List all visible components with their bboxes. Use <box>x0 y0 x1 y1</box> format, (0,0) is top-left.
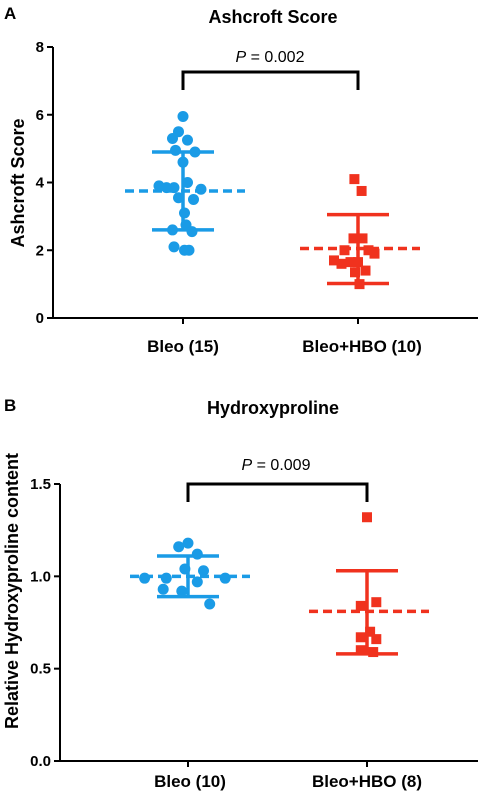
data-point <box>139 572 151 584</box>
data-point <box>182 134 193 146</box>
panel-a-p-text: = 0.002 <box>246 49 304 66</box>
data-point <box>365 626 376 637</box>
panel-b: B Hydroxyproline Relative Hydroxyproline… <box>2 396 478 791</box>
panel-a-x-tick-bleo-hbo: Bleo+HBO (10) <box>302 337 422 356</box>
data-point <box>350 267 360 278</box>
data-point <box>360 265 371 276</box>
panel-a-label: A <box>4 4 16 23</box>
significance-bracket-line <box>181 70 360 90</box>
significance-bracket-line <box>186 482 369 502</box>
data-point <box>168 241 180 253</box>
data-point <box>357 233 368 244</box>
y-tick-label: 4 <box>36 175 45 192</box>
data-point <box>204 598 216 610</box>
data-point <box>371 597 382 608</box>
data-point <box>348 233 359 244</box>
panel-a: A Ashcroft Score Ashcroft Score 0 2 4 6 8 P … <box>4 4 478 356</box>
panel-b-significance-bracket <box>186 482 369 502</box>
data-point <box>369 248 380 259</box>
panel-a-y-ticks: 0 2 4 6 8 <box>36 39 359 327</box>
y-tick-label: 1.5 <box>30 476 51 493</box>
panel-b-y-ticks: 0.0 0.5 1.0 1.5 <box>30 476 368 770</box>
data-point <box>198 565 209 577</box>
y-tick-label: 6 <box>36 107 44 124</box>
panel-a-p-value: P = 0.002 <box>236 49 305 66</box>
data-point <box>362 512 372 523</box>
panel-b-axes <box>59 484 478 762</box>
y-tick-label: 0 <box>36 310 44 327</box>
data-point <box>355 645 366 656</box>
data-point <box>191 548 203 560</box>
panel-b-series <box>130 512 429 658</box>
panel-a-x-tick-bleo: Bleo (15) <box>147 337 219 356</box>
data-point <box>176 585 188 597</box>
y-tick-label: 2 <box>36 242 44 259</box>
data-point <box>177 110 189 122</box>
panel-b-p-value: P = 0.009 <box>242 457 311 474</box>
data-point <box>371 634 382 645</box>
data-point <box>355 600 366 611</box>
panel-b-title: Hydroxyproline <box>207 398 339 418</box>
data-point <box>167 132 178 144</box>
panel-a-series <box>125 110 420 290</box>
panel-b-p-symbol: P <box>242 457 253 474</box>
panel-a-p-symbol: P <box>236 49 247 66</box>
data-point <box>219 572 231 584</box>
data-point <box>345 257 356 268</box>
panel-b-label: B <box>4 396 16 415</box>
panel-b-x-tick-bleo: Bleo (10) <box>154 772 226 791</box>
data-point <box>157 583 169 595</box>
panel-a-y-axis-label: Ashcroft Score <box>8 118 28 247</box>
panel-b-p-text: = 0.009 <box>252 457 310 474</box>
data-point <box>349 174 360 185</box>
series-group <box>125 110 245 256</box>
data-point <box>191 576 203 588</box>
data-point <box>356 185 367 196</box>
data-point <box>336 258 347 269</box>
data-point <box>173 541 185 553</box>
data-point <box>368 647 379 658</box>
panel-a-axes <box>52 47 478 319</box>
data-point <box>355 632 366 643</box>
data-point <box>182 537 194 549</box>
series-group <box>130 537 250 610</box>
data-point <box>179 244 190 256</box>
series-group <box>300 174 420 290</box>
y-tick-label: 0.0 <box>30 753 51 770</box>
panel-b-x-tick-bleo-hbo: Bleo+HBO (8) <box>312 772 422 791</box>
y-tick-label: 8 <box>36 39 44 56</box>
data-point <box>363 245 374 256</box>
panel-a-title: Ashcroft Score <box>208 7 337 27</box>
panel-a-significance-bracket <box>181 70 360 90</box>
panel-b-y-axis-label: Relative Hydroxyproline content <box>2 453 22 729</box>
data-point <box>188 193 199 205</box>
data-point <box>160 572 172 584</box>
data-point <box>329 255 339 266</box>
series-group <box>309 512 429 658</box>
y-tick-label: 1.0 <box>30 568 51 585</box>
y-tick-label: 0.5 <box>30 661 51 678</box>
